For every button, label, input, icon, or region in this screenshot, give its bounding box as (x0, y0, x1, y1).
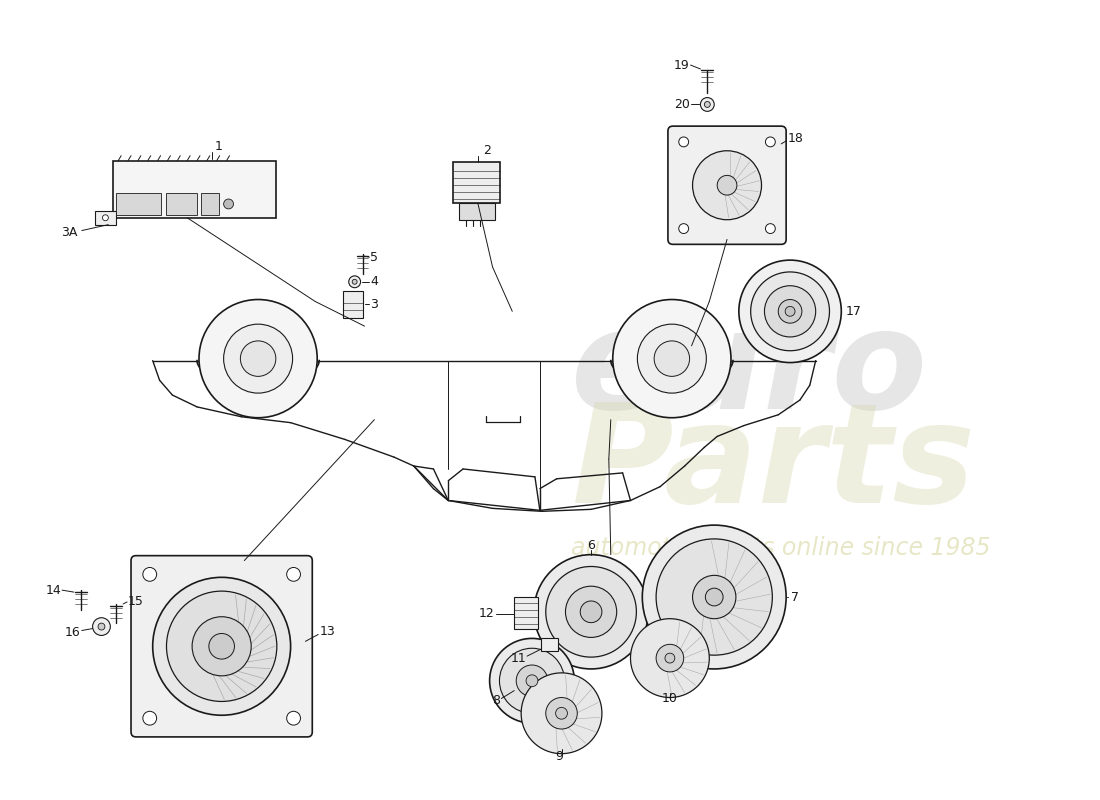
Circle shape (166, 591, 277, 702)
Circle shape (192, 617, 251, 676)
Circle shape (209, 634, 234, 659)
Text: 10: 10 (662, 692, 678, 705)
Bar (113, 161, 276, 218)
Circle shape (666, 653, 674, 663)
Circle shape (153, 578, 290, 715)
Circle shape (490, 638, 574, 723)
Bar (453, 162, 500, 203)
Circle shape (739, 260, 842, 362)
Circle shape (143, 711, 156, 725)
Circle shape (704, 102, 711, 107)
Circle shape (98, 623, 104, 630)
Circle shape (521, 673, 602, 754)
Circle shape (779, 299, 802, 323)
Circle shape (785, 306, 795, 316)
Bar (541, 638, 558, 651)
Circle shape (701, 98, 714, 111)
Circle shape (526, 675, 538, 686)
Circle shape (693, 150, 761, 220)
Circle shape (642, 525, 786, 669)
Text: 16: 16 (65, 626, 80, 639)
Text: 20: 20 (673, 98, 690, 111)
Circle shape (352, 279, 358, 284)
Text: 7: 7 (791, 590, 799, 603)
Circle shape (705, 588, 723, 606)
Text: 8: 8 (493, 694, 500, 707)
Text: 3A: 3A (62, 226, 77, 239)
Text: 11: 11 (510, 652, 526, 665)
Circle shape (766, 224, 775, 234)
Circle shape (693, 575, 736, 618)
Text: Parts: Parts (571, 397, 976, 531)
Circle shape (349, 276, 361, 288)
Text: 17: 17 (845, 305, 861, 318)
Circle shape (656, 644, 684, 672)
FancyBboxPatch shape (668, 126, 786, 244)
Circle shape (580, 601, 602, 622)
Circle shape (223, 324, 293, 393)
Text: 13: 13 (320, 625, 336, 638)
Circle shape (287, 567, 300, 582)
Circle shape (223, 199, 233, 209)
Circle shape (656, 539, 772, 655)
Circle shape (637, 324, 706, 393)
Bar (165, 193, 197, 214)
Circle shape (764, 286, 816, 337)
Text: 2: 2 (483, 144, 491, 158)
Circle shape (241, 341, 276, 376)
Circle shape (287, 711, 300, 725)
Bar (201, 193, 219, 214)
Text: 6: 6 (587, 539, 595, 552)
Circle shape (499, 648, 564, 714)
Circle shape (654, 341, 690, 376)
Circle shape (630, 618, 710, 698)
Text: euro: euro (571, 303, 928, 438)
Circle shape (766, 137, 775, 147)
FancyBboxPatch shape (131, 556, 312, 737)
Circle shape (613, 299, 732, 418)
Text: 3: 3 (371, 298, 378, 311)
Text: 9: 9 (556, 750, 563, 763)
Circle shape (750, 272, 829, 350)
Circle shape (717, 175, 737, 195)
Circle shape (102, 214, 109, 221)
Circle shape (92, 618, 110, 635)
Circle shape (516, 665, 548, 697)
Bar (117, 193, 161, 214)
Bar (459, 203, 495, 220)
Text: 18: 18 (788, 133, 804, 146)
Circle shape (565, 586, 617, 638)
Circle shape (546, 566, 637, 657)
Text: 5: 5 (371, 250, 378, 264)
Circle shape (556, 707, 568, 719)
Text: 1: 1 (214, 140, 222, 154)
Circle shape (143, 567, 156, 582)
Text: 4: 4 (371, 275, 378, 288)
Circle shape (534, 554, 648, 669)
Text: 14: 14 (45, 584, 62, 597)
Bar (95, 211, 117, 225)
Bar (343, 290, 363, 318)
Bar (514, 597, 538, 629)
Text: automotive parts online since 1985: automotive parts online since 1985 (571, 536, 991, 560)
Circle shape (546, 698, 578, 729)
Text: 15: 15 (128, 595, 144, 609)
Circle shape (679, 137, 689, 147)
Circle shape (199, 299, 317, 418)
Circle shape (679, 224, 689, 234)
Text: 12: 12 (478, 607, 495, 620)
Text: 19: 19 (674, 58, 690, 71)
